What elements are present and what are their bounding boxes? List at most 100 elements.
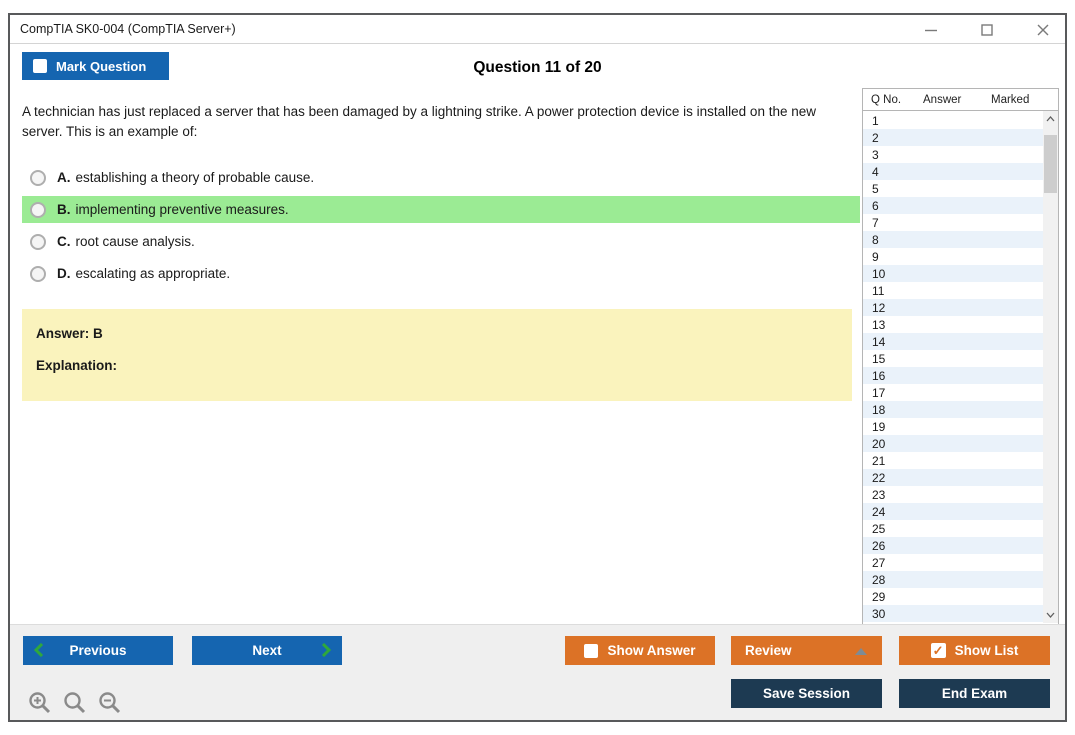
option-D[interactable]: D. escalating as appropriate. — [22, 260, 860, 287]
row-qno: 12 — [872, 300, 886, 315]
radio-button-icon[interactable] — [30, 265, 46, 282]
show-answer-checkbox-icon[interactable] — [584, 643, 599, 658]
show-list-label: Show List — [954, 643, 1019, 658]
question-list-header: Q No. Answer Marked — [863, 89, 1058, 111]
question-list-row[interactable]: 4 — [863, 163, 1044, 180]
review-label: Review — [745, 643, 792, 658]
show-answer-button[interactable]: Show Answer — [565, 636, 715, 665]
save-session-label: Save Session — [762, 686, 851, 701]
question-list-panel: Q No. Answer Marked 1 2 3 4 5 6 7 8 9 10 11 12 13 14 1… — [862, 88, 1059, 625]
option-text: escalating as appropriate. — [75, 266, 231, 282]
row-qno: 4 — [872, 164, 879, 179]
option-text: establishing a theory of probable cause. — [75, 170, 315, 186]
row-qno: 10 — [872, 266, 886, 281]
minimize-icon[interactable] — [923, 22, 939, 38]
triangle-up-icon — [855, 648, 867, 655]
show-list-checkbox-icon[interactable]: ✓ — [930, 643, 946, 658]
question-list-row[interactable]: 29 — [863, 588, 1044, 605]
question-list-row[interactable]: 15 — [863, 350, 1044, 367]
question-list-row[interactable]: 13 — [863, 316, 1044, 333]
row-qno: 6 — [872, 198, 879, 213]
row-qno: 24 — [872, 504, 886, 519]
question-list-row[interactable]: 28 — [863, 571, 1044, 588]
question-list-row[interactable]: 5 — [863, 180, 1044, 197]
question-list-row[interactable]: 16 — [863, 367, 1044, 384]
maximize-icon[interactable] — [979, 22, 995, 38]
end-exam-label: End Exam — [941, 686, 1008, 701]
question-list-row[interactable]: 1 — [863, 112, 1044, 129]
option-A[interactable]: A. establishing a theory of probable caus… — [22, 164, 860, 191]
scroll-down-icon[interactable] — [1043, 607, 1058, 623]
scroll-up-icon[interactable] — [1043, 111, 1058, 127]
question-list-body: 1 2 3 4 5 6 7 8 9 10 11 12 13 14 15 16 17 18 19 20 21 22 23 24 2… — [863, 111, 1058, 623]
row-qno: 2 — [872, 130, 879, 145]
row-qno: 17 — [872, 385, 886, 400]
question-list-row[interactable]: 7 — [863, 214, 1044, 231]
row-qno: 13 — [872, 317, 886, 332]
question-list-row[interactable]: 25 — [863, 520, 1044, 537]
question-counter: Question 11 of 20 — [473, 59, 602, 76]
option-C[interactable]: C. root cause analysis. — [22, 228, 860, 255]
question-list-scrollbar[interactable] — [1043, 111, 1058, 623]
option-B[interactable]: B. implementing preventive measures. — [22, 196, 860, 224]
option-letter: B. — [57, 202, 71, 218]
question-list-row[interactable]: 27 — [863, 554, 1044, 571]
question-list-row[interactable]: 9 — [863, 248, 1044, 265]
next-button[interactable]: Next — [192, 636, 342, 665]
option-letter: D. — [57, 266, 71, 282]
question-list-row[interactable]: 14 — [863, 333, 1044, 350]
scrollbar-thumb[interactable] — [1044, 135, 1057, 193]
header-bar: Question 11 of 20 Mark Question — [10, 45, 1065, 90]
radio-button-icon[interactable] — [30, 233, 46, 250]
radio-button-icon[interactable] — [30, 169, 46, 186]
zoom-controls — [28, 691, 122, 715]
question-list-row[interactable]: 6 — [863, 197, 1044, 214]
question-list-row[interactable]: 23 — [863, 486, 1044, 503]
question-list-row[interactable]: 12 — [863, 299, 1044, 316]
options-list: A. establishing a theory of probable caus… — [22, 164, 860, 287]
row-qno: 9 — [872, 249, 879, 264]
row-qno: 29 — [872, 589, 886, 604]
radio-button-icon[interactable] — [30, 201, 46, 218]
question-list-row[interactable]: 21 — [863, 452, 1044, 469]
previous-label: Previous — [69, 643, 127, 658]
question-list-row[interactable]: 8 — [863, 231, 1044, 248]
question-list-row[interactable]: 11 — [863, 282, 1044, 299]
column-answer: Answer — [923, 93, 962, 106]
close-icon[interactable] — [1035, 22, 1051, 38]
row-qno: 22 — [872, 470, 886, 485]
row-qno: 26 — [872, 538, 886, 553]
question-list-row[interactable]: 24 — [863, 503, 1044, 520]
show-list-button[interactable]: ✓ Show List — [899, 636, 1050, 665]
save-session-button[interactable]: Save Session — [731, 679, 882, 708]
row-qno: 28 — [872, 572, 886, 587]
question-list-row[interactable]: 26 — [863, 537, 1044, 554]
explanation-label: Explanation: — [36, 358, 118, 374]
chevron-left-icon — [33, 642, 44, 660]
question-list-row[interactable]: 18 — [863, 401, 1044, 418]
question-list-row[interactable]: 3 — [863, 146, 1044, 163]
row-qno: 27 — [872, 555, 886, 570]
question-list-row[interactable]: 2 — [863, 129, 1044, 146]
zoom-reset-icon[interactable] — [63, 691, 87, 715]
option-letter: C. — [57, 234, 71, 250]
question-list-row[interactable]: 20 — [863, 435, 1044, 452]
question-list-row[interactable]: 19 — [863, 418, 1044, 435]
question-panel: A technician has just replaced a server … — [22, 93, 860, 402]
row-qno: 8 — [872, 232, 879, 247]
question-list-row[interactable]: 17 — [863, 384, 1044, 401]
end-exam-button[interactable]: End Exam — [899, 679, 1050, 708]
option-letter: A. — [57, 170, 71, 186]
question-list-row[interactable]: 22 — [863, 469, 1044, 486]
row-qno: 23 — [872, 487, 886, 502]
previous-button[interactable]: Previous — [23, 636, 173, 665]
window-controls — [923, 15, 1051, 44]
review-dropdown-button[interactable]: Review — [731, 636, 882, 665]
question-list-row[interactable]: 30 — [863, 605, 1044, 622]
mark-question-checkbox-icon[interactable] — [33, 59, 47, 73]
mark-question-button[interactable]: Mark Question — [22, 52, 169, 80]
zoom-out-icon[interactable] — [98, 691, 122, 715]
zoom-in-icon[interactable] — [28, 691, 52, 715]
footer-bar: Previous Next Show Answer Review ✓ Show … — [10, 624, 1065, 720]
question-list-row[interactable]: 10 — [863, 265, 1044, 282]
